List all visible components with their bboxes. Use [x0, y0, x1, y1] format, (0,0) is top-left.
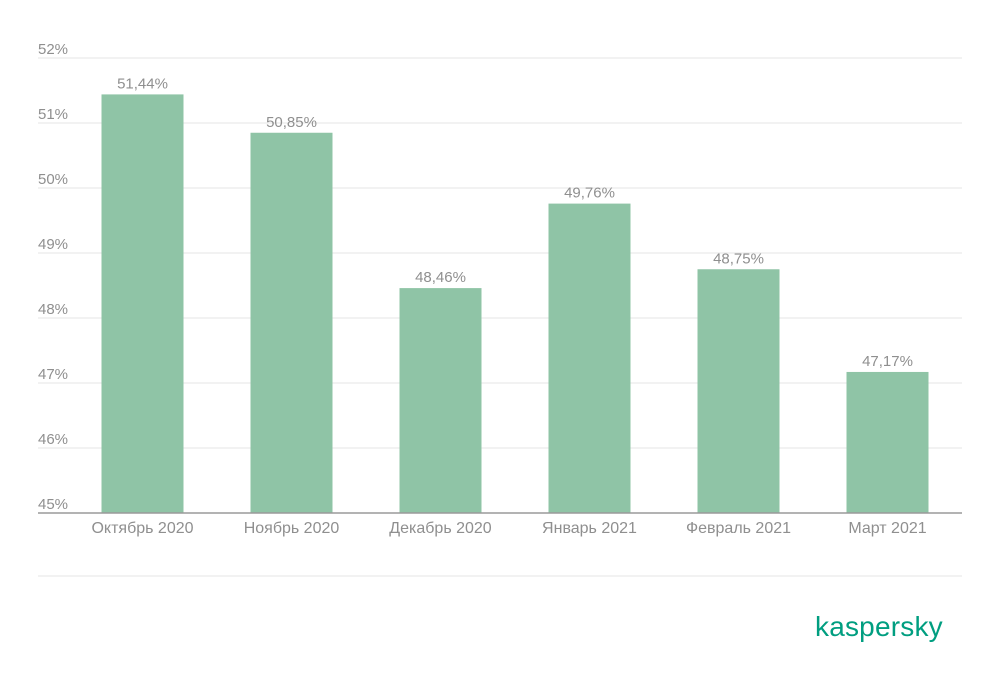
kaspersky-logo: kaspersky	[815, 611, 943, 642]
bar	[548, 203, 631, 513]
bars	[101, 94, 929, 514]
x-tick-label: Декабрь 2020	[389, 520, 492, 537]
data-label: 48,75%	[713, 250, 764, 267]
x-tick-label: Ноябрь 2020	[244, 520, 340, 537]
data-label: 50,85%	[266, 114, 317, 131]
y-tick-label: 51%	[38, 106, 68, 123]
bar	[697, 269, 780, 513]
gridlines	[38, 57, 962, 449]
data-label: 48,46%	[415, 269, 466, 286]
data-labels: 51,44% 50,85% 48,46% 49,76% 48,75% 47,17%	[117, 75, 913, 370]
y-tick-label: 49%	[38, 236, 68, 253]
x-tick-label: Март 2021	[848, 520, 926, 537]
bar	[399, 288, 482, 513]
data-label: 47,17%	[862, 353, 913, 370]
bar	[101, 94, 184, 514]
y-tick-label: 45%	[38, 496, 68, 513]
bar	[250, 132, 333, 513]
y-tick-label: 52%	[38, 41, 68, 58]
y-tick-label: 47%	[38, 366, 68, 383]
y-tick-label: 46%	[38, 431, 68, 448]
bar	[846, 371, 929, 513]
x-tick-label: Октябрь 2020	[91, 520, 193, 537]
data-label: 51,44%	[117, 75, 168, 92]
x-axis-ticks: Октябрь 2020 Ноябрь 2020 Декабрь 2020 Январ…	[91, 520, 926, 537]
y-tick-label: 48%	[38, 301, 68, 318]
x-tick-label: Январь 2021	[542, 520, 637, 537]
y-axis-ticks: 45% 46% 47% 48% 49% 50% 51% 52%	[38, 41, 68, 513]
data-label: 49,76%	[564, 185, 615, 202]
x-tick-label: Февраль 2021	[686, 520, 791, 537]
y-tick-label: 50%	[38, 171, 68, 188]
